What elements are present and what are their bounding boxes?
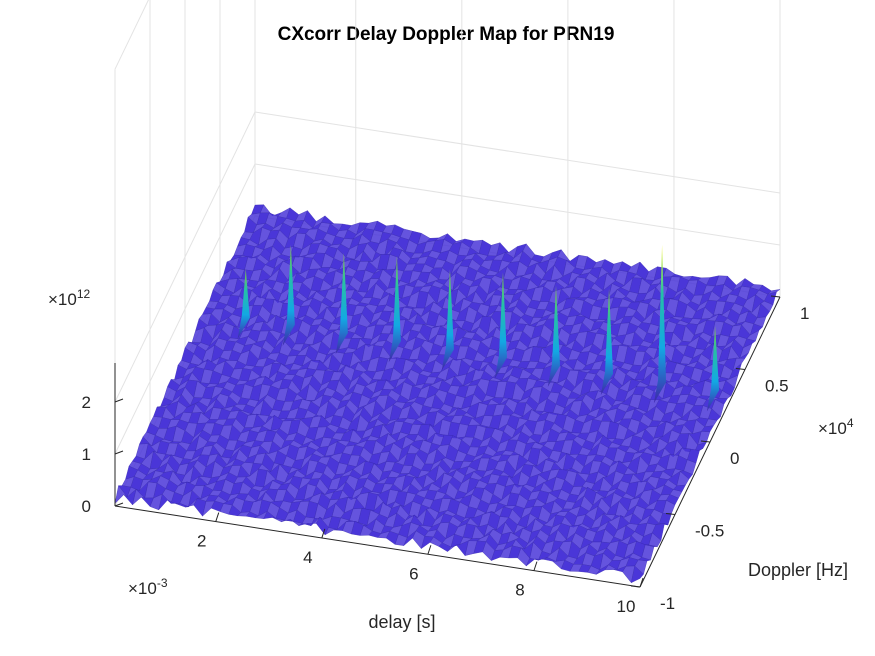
z-tick-label: 1: [82, 445, 91, 464]
peak-spike: [653, 244, 667, 404]
peak-spike: [494, 272, 507, 379]
x-tick-mark: [533, 561, 538, 571]
x-tick-label: 2: [197, 532, 206, 551]
grid-line-left-z: [114, 0, 149, 70]
y-tick-label: 0: [730, 449, 739, 468]
surface-mesh: [114, 204, 781, 584]
peak-spike: [441, 269, 454, 371]
x-multiplier-exponent: -3: [157, 576, 168, 590]
y-tick-label: -0.5: [695, 522, 724, 541]
y-axis-label: Doppler [Hz]: [748, 560, 848, 580]
grid-line-left-z: [114, 111, 256, 403]
x-tick-label: 8: [515, 581, 524, 600]
z-multiplier-exponent: 12: [77, 287, 91, 301]
x-tick-mark: [321, 528, 326, 539]
peaks-layer: [237, 244, 720, 412]
y-multiplier-base: ×10: [818, 419, 847, 438]
y-multiplier: ×104: [818, 416, 854, 438]
x-tick-label: 6: [409, 564, 418, 583]
z-tick-label: 2: [82, 393, 91, 412]
z-tick-mark: [114, 398, 124, 403]
x-tick-mark: [427, 545, 432, 555]
x-multiplier-base: ×10: [128, 579, 157, 598]
peak-spike: [600, 288, 614, 396]
z-tick-mark: [114, 502, 124, 507]
z-tick-mark: [114, 450, 124, 455]
x-tick-mark: [639, 577, 644, 588]
peak-spike: [335, 252, 348, 355]
peak-spike: [282, 244, 295, 346]
y-tick-label: -1: [660, 594, 675, 613]
x-multiplier: ×10-3: [128, 576, 168, 598]
z-multiplier: ×1012: [48, 287, 91, 309]
y-tick-label: 1: [800, 304, 809, 323]
chart-title: CXcorr Delay Doppler Map for PRN19: [278, 24, 615, 45]
y-tick-mark: [735, 368, 746, 370]
x-axis-line: [114, 505, 641, 588]
peak-spike: [237, 269, 250, 340]
x-tick-mark: [215, 512, 220, 522]
peak-spike: [706, 325, 720, 412]
x-axis-label: delay [s]: [368, 612, 435, 632]
y-tick-mark: [770, 295, 781, 298]
y-multiplier-exponent: 4: [847, 416, 854, 430]
grid-line-left-z: [114, 163, 256, 455]
peak-spike: [388, 255, 401, 363]
grid-line-back-z: [254, 163, 781, 246]
x-tick-label: 10: [617, 597, 636, 616]
surface-cell: [631, 565, 644, 584]
z-multiplier-base: ×10: [48, 290, 77, 309]
y-tick-mark: [700, 440, 711, 443]
y-tick-label: 0.5: [765, 377, 789, 396]
y-tick-mark: [630, 585, 641, 588]
x-tick-label: 4: [303, 548, 312, 567]
grid-line-back-z: [254, 111, 781, 194]
peak-spike: [547, 285, 560, 387]
y-tick-mark: [665, 513, 676, 515]
z-tick-label: 0: [82, 497, 91, 516]
